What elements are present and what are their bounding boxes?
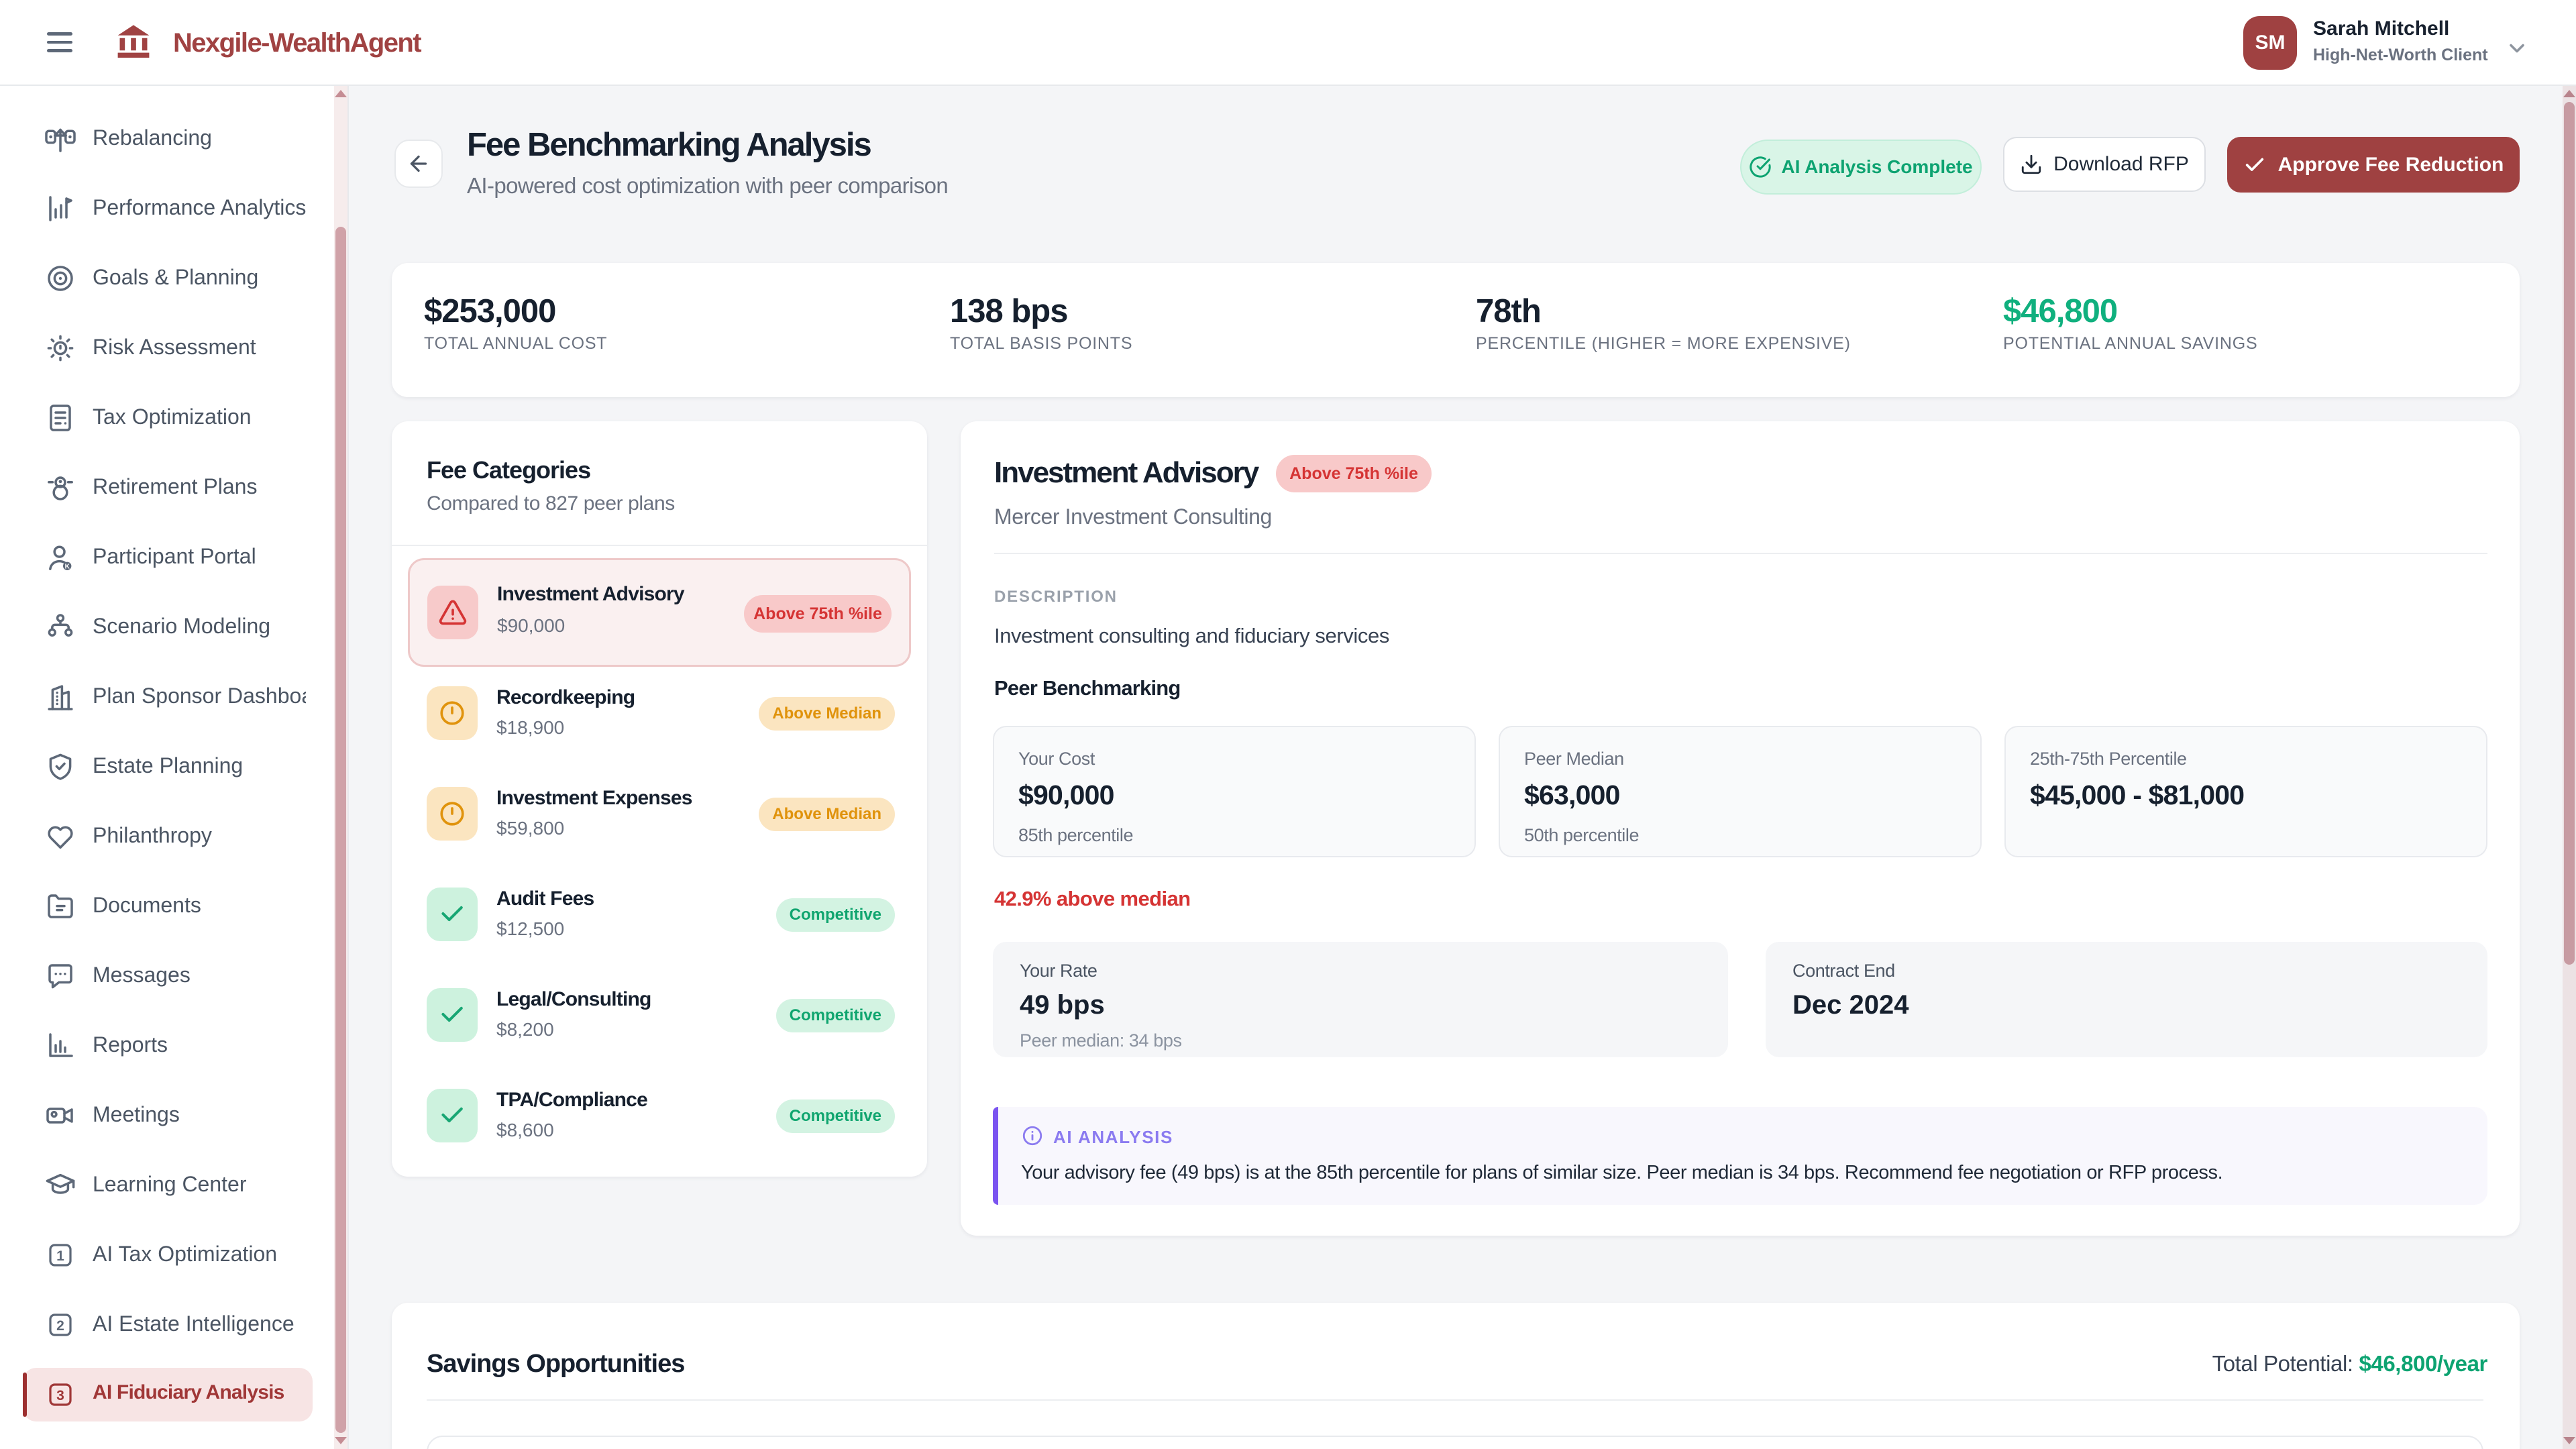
svg-text:2: 2: [56, 1318, 64, 1334]
svg-text:1: 1: [56, 1248, 64, 1264]
svg-text:3: 3: [56, 1388, 64, 1403]
svg-text:K: K: [65, 563, 70, 570]
